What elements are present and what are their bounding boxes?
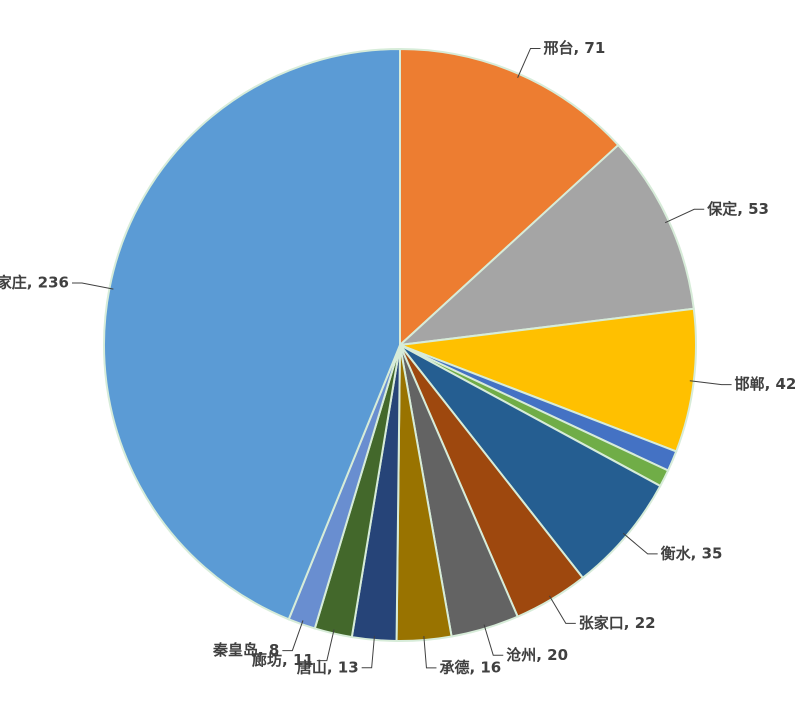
data-label: 石家庄, 236: [0, 273, 69, 291]
data-label: 保定, 53: [706, 200, 769, 218]
data-label: 邯郸, 42: [735, 375, 796, 393]
leader-line: [549, 595, 576, 624]
leader-line: [423, 635, 437, 669]
data-label: 唐山, 13: [297, 658, 359, 676]
leader-line: [689, 380, 732, 386]
data-label: 沧州, 20: [506, 646, 568, 664]
data-label: 衡水, 35: [661, 544, 723, 562]
leader-line: [71, 282, 114, 290]
leader-line: [517, 47, 541, 78]
leader-line: [664, 208, 705, 224]
data-label: 张家口, 22: [579, 614, 656, 632]
leader-line: [361, 635, 375, 669]
data-label: 邢台, 71: [543, 39, 606, 57]
leader-line: [316, 629, 335, 662]
leader-line: [622, 532, 658, 555]
leader-line: [282, 620, 304, 652]
data-label: 承德, 16: [439, 658, 501, 676]
data-label: 秦皇岛, 8: [212, 641, 279, 659]
data-label: 廊坊, 11: [252, 651, 314, 669]
leader-line: [483, 624, 504, 656]
